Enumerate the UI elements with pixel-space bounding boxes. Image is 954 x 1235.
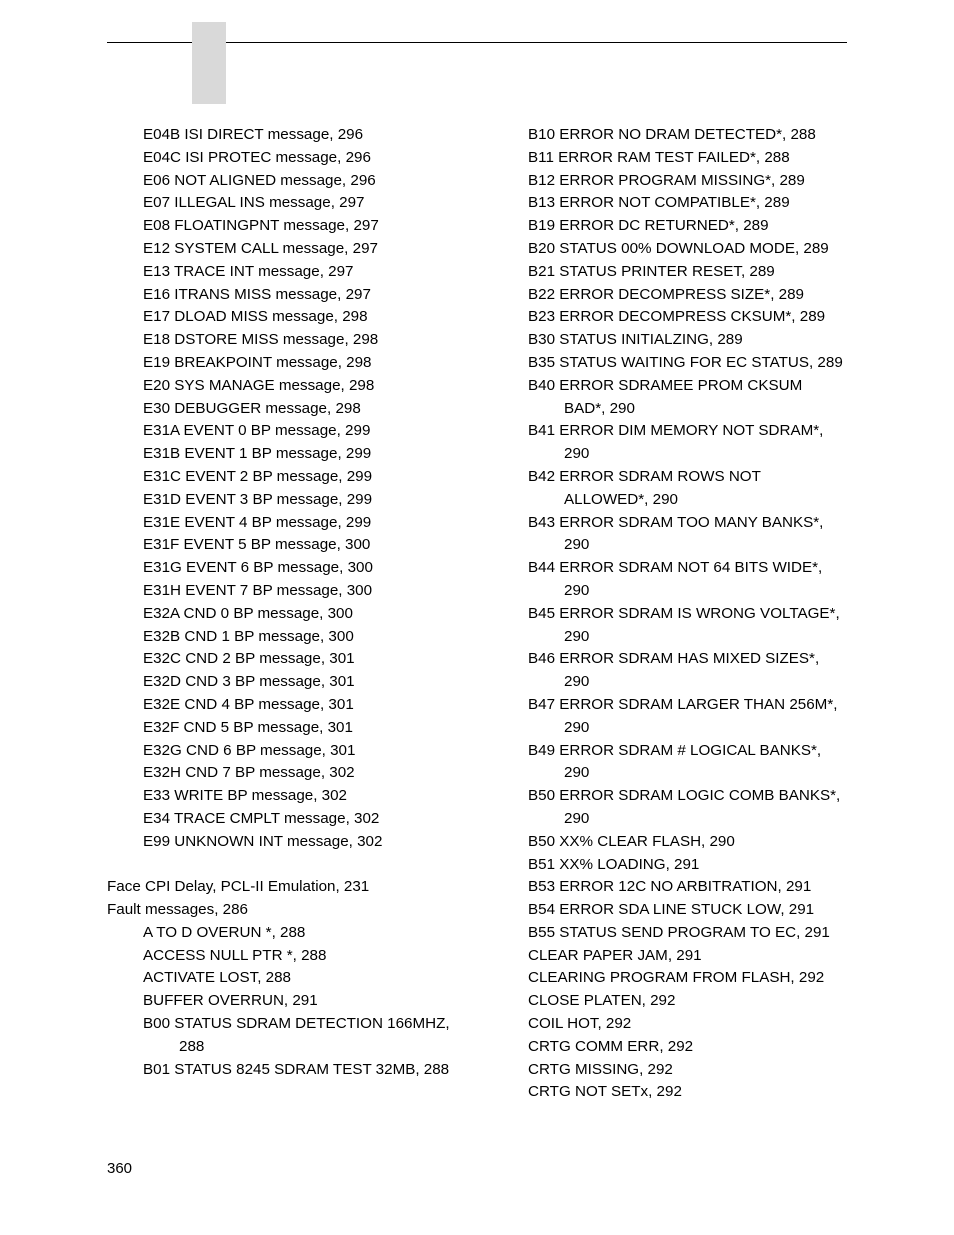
content-area: E04B ISI DIRECT message, 296E04C ISI PRO… [107,124,847,1145]
index-entry: E13 TRACE INT message, 297 [107,261,462,284]
index-entry: B23 ERROR DECOMPRESS CKSUM*, 289 [492,306,847,329]
index-entry: E31H EVENT 7 BP message, 300 [107,580,462,603]
index-entry: B55 STATUS SEND PROGRAM TO EC, 291 [492,922,847,945]
index-entry: E04C ISI PROTEC message, 296 [107,147,462,170]
index-entry: E31B EVENT 1 BP message, 299 [107,443,462,466]
blank-line [107,854,462,877]
index-entry: E04B ISI DIRECT message, 296 [107,124,462,147]
index-entry: E16 ITRANS MISS message, 297 [107,284,462,307]
index-entry: E19 BREAKPOINT message, 298 [107,352,462,375]
index-entry: ACTIVATE LOST, 288 [107,967,462,990]
index-entry: B51 XX% LOADING, 291 [492,854,847,877]
index-entry: CRTG NOT SETx, 292 [492,1081,847,1104]
left-column: E04B ISI DIRECT message, 296E04C ISI PRO… [107,124,462,1145]
page: E04B ISI DIRECT message, 296E04C ISI PRO… [0,0,954,1235]
index-entry: BUFFER OVERRUN, 291 [107,990,462,1013]
index-entry: ACCESS NULL PTR *, 288 [107,945,462,968]
index-entry: CRTG MISSING, 292 [492,1059,847,1082]
index-entry: B21 STATUS PRINTER RESET, 289 [492,261,847,284]
index-entry: B13 ERROR NOT COMPATIBLE*, 289 [492,192,847,215]
index-entry: B22 ERROR DECOMPRESS SIZE*, 289 [492,284,847,307]
index-entry: CLEARING PROGRAM FROM FLASH, 292 [492,967,847,990]
index-entry: E08 FLOATINGPNT message, 297 [107,215,462,238]
index-entry: B54 ERROR SDA LINE STUCK LOW, 291 [492,899,847,922]
index-entry: E99 UNKNOWN INT message, 302 [107,831,462,854]
index-entry: B00 STATUS SDRAM DETECTION 166MHZ, 288 [107,1013,462,1059]
index-entry: B11 ERROR RAM TEST FAILED*, 288 [492,147,847,170]
index-entry: E32A CND 0 BP message, 300 [107,603,462,626]
index-entry: B01 STATUS 8245 SDRAM TEST 32MB, 288 [107,1059,462,1082]
index-entry: E32D CND 3 BP message, 301 [107,671,462,694]
index-entry: B50 ERROR SDRAM LOGIC COMB BANKS*, 290 [492,785,847,831]
index-entry: B30 STATUS INITIALZING, 289 [492,329,847,352]
index-entry: B49 ERROR SDRAM # LOGICAL BANKS*, 290 [492,740,847,786]
index-entry: E12 SYSTEM CALL message, 297 [107,238,462,261]
index-entry: B42 ERROR SDRAM ROWS NOT ALLOWED*, 290 [492,466,847,512]
index-entry: E33 WRITE BP message, 302 [107,785,462,808]
index-entry: Face CPI Delay, PCL-II Emulation, 231 [107,876,462,899]
index-entry: E20 SYS MANAGE message, 298 [107,375,462,398]
index-entry: CRTG COMM ERR, 292 [492,1036,847,1059]
index-entry: B41 ERROR DIM MEMORY NOT SDRAM*, 290 [492,420,847,466]
index-entry: E32F CND 5 BP message, 301 [107,717,462,740]
index-entry: E32E CND 4 BP message, 301 [107,694,462,717]
index-entry: E31E EVENT 4 BP message, 299 [107,512,462,535]
index-entry: B47 ERROR SDRAM LARGER THAN 256M*, 290 [492,694,847,740]
index-entry: E31A EVENT 0 BP message, 299 [107,420,462,443]
index-entry: B35 STATUS WAITING FOR EC STATUS, 289 [492,352,847,375]
index-entry: E34 TRACE CMPLT message, 302 [107,808,462,831]
index-entry: E32C CND 2 BP message, 301 [107,648,462,671]
index-entry: E31C EVENT 2 BP message, 299 [107,466,462,489]
index-entry: B10 ERROR NO DRAM DETECTED*, 288 [492,124,847,147]
index-entry: B50 XX% CLEAR FLASH, 290 [492,831,847,854]
index-entry: E07 ILLEGAL INS message, 297 [107,192,462,215]
section-tab [192,22,226,104]
index-entry: E17 DLOAD MISS message, 298 [107,306,462,329]
index-entry: COIL HOT, 292 [492,1013,847,1036]
right-column: B10 ERROR NO DRAM DETECTED*, 288B11 ERRO… [492,124,847,1145]
index-entry: E18 DSTORE MISS message, 298 [107,329,462,352]
index-entry: E32H CND 7 BP message, 302 [107,762,462,785]
index-entry: B53 ERROR 12C NO ARBITRATION, 291 [492,876,847,899]
index-entry: CLOSE PLATEN, 292 [492,990,847,1013]
index-entry: E31G EVENT 6 BP message, 300 [107,557,462,580]
index-entry: B46 ERROR SDRAM HAS MIXED SIZES*, 290 [492,648,847,694]
index-entry: B19 ERROR DC RETURNED*, 289 [492,215,847,238]
index-entry: B12 ERROR PROGRAM MISSING*, 289 [492,170,847,193]
index-entry: A TO D OVERUN *, 288 [107,922,462,945]
index-entry: B40 ERROR SDRAMEE PROM CKSUM BAD*, 290 [492,375,847,421]
index-entry: B20 STATUS 00% DOWNLOAD MODE, 289 [492,238,847,261]
index-entry: E32G CND 6 BP message, 301 [107,740,462,763]
index-entry: Fault messages, 286 [107,899,462,922]
page-number: 360 [107,1160,132,1177]
index-entry: B44 ERROR SDRAM NOT 64 BITS WIDE*, 290 [492,557,847,603]
index-entry: B45 ERROR SDRAM IS WRONG VOLTAGE*, 290 [492,603,847,649]
index-entry: E30 DEBUGGER message, 298 [107,398,462,421]
index-entry: E31F EVENT 5 BP message, 300 [107,534,462,557]
index-entry: E31D EVENT 3 BP message, 299 [107,489,462,512]
index-entry: E32B CND 1 BP message, 300 [107,626,462,649]
index-entry: E06 NOT ALIGNED message, 296 [107,170,462,193]
index-entry: B43 ERROR SDRAM TOO MANY BANKS*, 290 [492,512,847,558]
index-entry: CLEAR PAPER JAM, 291 [492,945,847,968]
